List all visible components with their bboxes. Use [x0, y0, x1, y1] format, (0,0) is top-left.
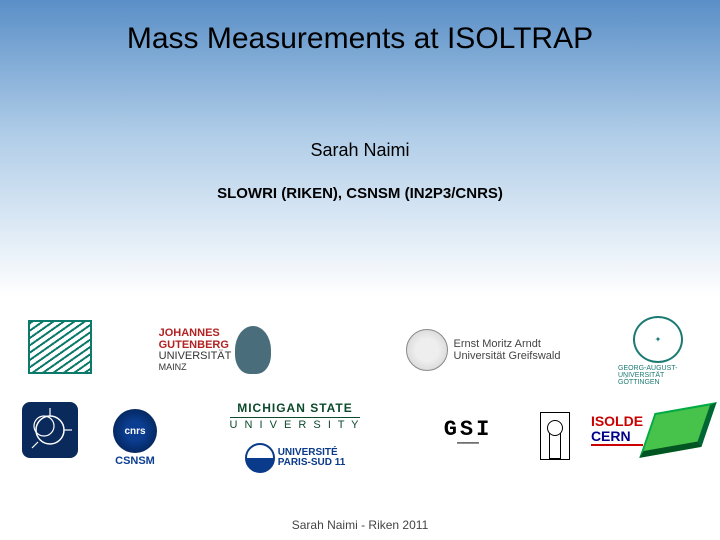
isolde-line1: ISOLDE: [591, 414, 643, 429]
isolde-line2: CERN: [591, 429, 643, 446]
affiliation: SLOWRI (RIKEN), CSNSM (IN2P3/CNRS): [0, 185, 720, 202]
logo-isolde: ISOLDE CERN: [590, 400, 710, 460]
logo-grid: JOHANNES GUTENBERG UNIVERSITÄT MAINZ Ern…: [0, 320, 720, 510]
gsi-text: GSI: [444, 417, 493, 442]
greifswald-line1: Ernst Moritz Arndt: [454, 338, 561, 350]
greifswald-line2: Universität Greifswald: [454, 350, 561, 362]
msu-line1: MICHIGAN STATE: [230, 401, 361, 415]
gsi-subline: ━━━━━━: [457, 440, 479, 447]
logo-greifswald: Ernst Moritz Arndt Universität Greifswal…: [378, 320, 588, 380]
logo-gutenberg-text: JOHANNES GUTENBERG UNIVERSITÄT MAINZ: [159, 328, 232, 372]
isolde-block-icon: [639, 402, 716, 458]
logo-cern: [22, 402, 78, 458]
logo-msu-parissud: MICHIGAN STATE U N I V E R S I T Y UNIVE…: [210, 392, 380, 482]
slide: Mass Measurements at ISOLTRAP Sarah Naim…: [0, 0, 720, 540]
isolde-text: ISOLDE CERN: [591, 414, 643, 447]
logo-csnsm: cnrs CSNSM: [100, 398, 170, 478]
logo-gutenberg: JOHANNES GUTENBERG UNIVERSITÄT MAINZ: [130, 320, 300, 380]
csnsm-label: CSNSM: [115, 455, 155, 467]
slide-footer: Sarah Naimi - Riken 2011: [0, 518, 720, 532]
logo-gsi: GSI ━━━━━━: [418, 412, 518, 452]
logo-helmholtz: [540, 412, 570, 460]
gutenberg-head-icon: [235, 326, 271, 374]
parissud-line2: PARIS-SUD 11: [278, 458, 346, 469]
gottingen-text: GEORG-AUGUST-UNIVERSITÄT GÖTTINGEN: [618, 365, 698, 386]
cnrs-circle-icon: cnrs: [113, 409, 157, 453]
logo-mpik: [28, 320, 92, 374]
logo-msu: MICHIGAN STATE U N I V E R S I T Y: [230, 401, 361, 431]
gutenberg-line1: JOHANNES: [159, 328, 232, 340]
parissud-text: UNIVERSITÉ PARIS-SUD 11: [278, 448, 346, 469]
gutenberg-line3: UNIVERSITÄT: [159, 351, 232, 363]
cern-rings-icon: [28, 408, 72, 452]
msu-line2: U N I V E R S I T Y: [230, 417, 361, 431]
parissud-globe-icon: [245, 443, 275, 473]
logo-parissud: UNIVERSITÉ PARIS-SUD 11: [245, 443, 346, 473]
logo-gottingen: ✦ GEORG-AUGUST-UNIVERSITÄT GÖTTINGEN: [618, 316, 698, 386]
page-title: Mass Measurements at ISOLTRAP: [0, 22, 720, 56]
gutenberg-line4: MAINZ: [159, 363, 232, 372]
greifswald-seal-icon: [406, 329, 448, 371]
helmholtz-ball-icon: [547, 420, 563, 436]
helmholtz-tube-icon: [549, 427, 561, 459]
gottingen-seal-icon: ✦: [633, 316, 683, 363]
author-name: Sarah Naimi: [0, 140, 720, 161]
greifswald-text: Ernst Moritz Arndt Universität Greifswal…: [454, 338, 561, 362]
